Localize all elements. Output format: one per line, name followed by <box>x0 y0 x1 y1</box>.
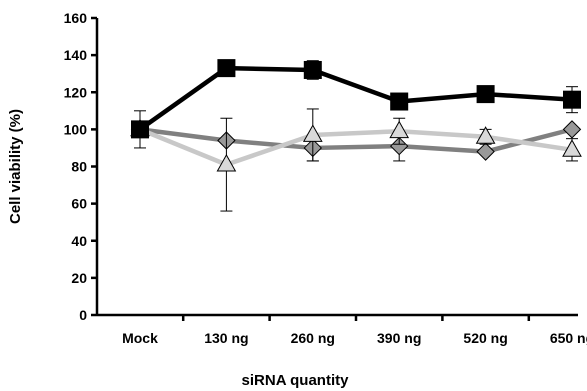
data-point <box>390 92 409 111</box>
y-tick-label: 80 <box>71 159 87 175</box>
series-triangle <box>130 108 582 212</box>
series-square <box>131 59 581 149</box>
y-tick-label: 0 <box>79 307 87 323</box>
x-tick-label: 390 ng <box>377 330 421 346</box>
x-axis-title: siRNA quantity <box>242 372 350 389</box>
series-line <box>139 127 573 154</box>
data-point <box>562 139 582 157</box>
y-tick-label: 120 <box>64 84 88 100</box>
data-point <box>475 126 496 144</box>
data-point <box>389 120 410 139</box>
data-point <box>216 154 237 172</box>
data-point <box>217 59 236 78</box>
data-point <box>389 136 409 156</box>
series-line <box>138 65 573 132</box>
data-point <box>131 120 149 139</box>
y-tick-label: 100 <box>64 121 88 137</box>
data-point <box>303 60 322 79</box>
x-tick-label: Mock <box>122 330 158 346</box>
y-tick-label: 40 <box>71 233 87 249</box>
data-point <box>562 120 582 139</box>
x-tick-label: 650 ng <box>550 330 587 346</box>
data-point <box>476 85 495 104</box>
data-point <box>476 142 495 161</box>
x-tick-label: 130 ng <box>204 330 248 346</box>
series-line <box>139 127 573 167</box>
y-axis-ticks: 0 20 40 60 80 100 120 140 160 <box>64 10 97 323</box>
y-tick-label: 20 <box>71 270 87 286</box>
x-axis-ticks: Mock 130 ng 260 ng 390 ng 520 ng 650 ng <box>122 315 587 346</box>
y-tick-label: 60 <box>71 196 87 212</box>
x-tick-label: 520 ng <box>463 330 507 346</box>
y-axis-title: Cell viability (%) <box>7 109 24 224</box>
y-tick-label: 140 <box>64 47 88 63</box>
data-point <box>302 124 323 142</box>
y-tick-label: 160 <box>64 10 88 26</box>
series-layer <box>130 59 582 212</box>
x-tick-label: 260 ng <box>291 330 335 346</box>
data-point <box>563 90 581 109</box>
